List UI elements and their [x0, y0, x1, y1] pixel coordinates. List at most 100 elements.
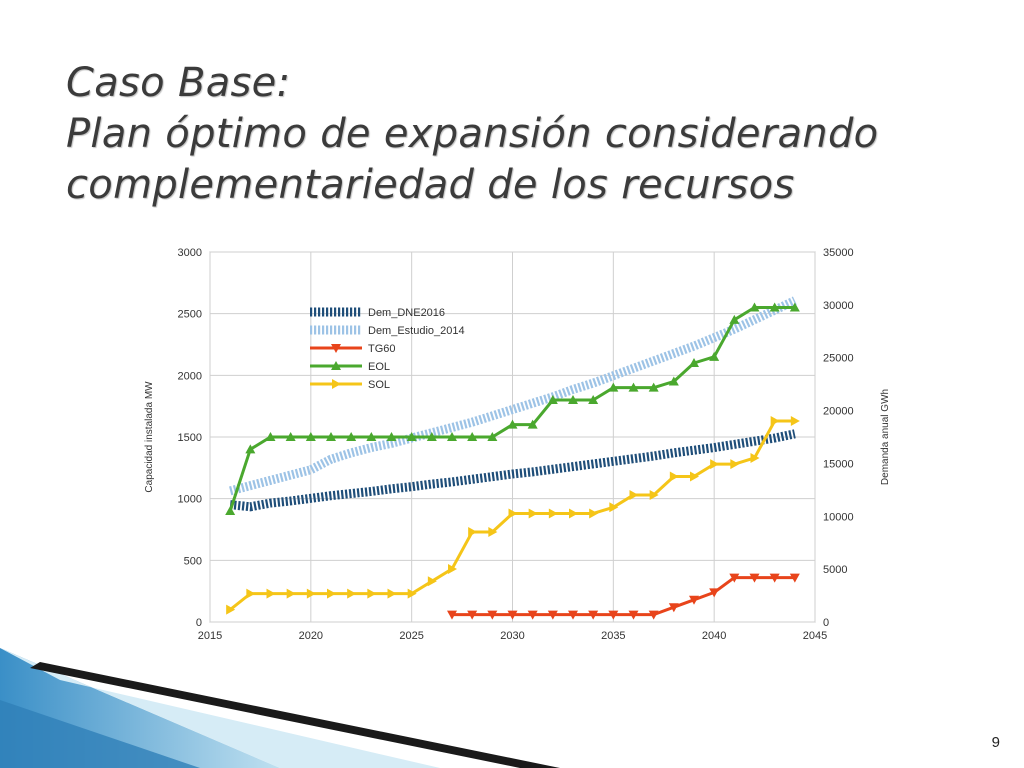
data-point — [789, 573, 800, 583]
y-left-tick-label: 1000 — [178, 494, 202, 506]
data-point — [386, 432, 397, 441]
data-point — [387, 588, 397, 599]
data-point — [527, 419, 538, 429]
data-point — [331, 344, 341, 353]
x-tick-label: 2035 — [601, 630, 625, 642]
data-point — [508, 508, 518, 519]
data-point — [749, 573, 760, 583]
legend-item: TG60 — [310, 343, 396, 355]
chart-legend: Dem_DNE2016 Dem_Estudio_2014 TG60 EOL SOL — [310, 307, 465, 391]
data-point — [527, 610, 538, 620]
series-line — [229, 296, 797, 496]
data-point — [327, 588, 336, 599]
series-line — [229, 429, 796, 512]
y-right-tick-label: 35000 — [823, 247, 854, 259]
x-tick-label: 2025 — [399, 630, 423, 642]
data-point — [709, 351, 720, 361]
data-point — [588, 395, 599, 404]
data-point — [629, 489, 639, 500]
data-point — [729, 573, 740, 583]
data-point — [246, 588, 256, 599]
series-sol — [226, 415, 800, 615]
data-point — [690, 471, 699, 482]
data-point — [569, 508, 578, 519]
data-point — [710, 459, 720, 470]
data-point — [448, 563, 457, 574]
data-point — [628, 382, 639, 392]
y-left-tick-label: 2500 — [178, 309, 202, 321]
y-left-tick-label: 2000 — [178, 370, 202, 382]
series-tg60 — [447, 573, 800, 620]
y-left-tick-label: 3000 — [178, 247, 202, 259]
data-point — [750, 452, 760, 463]
y-left-axis-label: Capacidad instalada MW — [144, 381, 155, 493]
data-point — [488, 526, 498, 537]
data-point — [769, 573, 780, 583]
legend-label: Dem_Estudio_2014 — [368, 325, 465, 337]
data-point — [346, 432, 357, 441]
data-point — [305, 432, 316, 441]
y-right-tick-label: 30000 — [823, 300, 854, 312]
data-point — [507, 610, 518, 620]
data-point — [648, 382, 659, 392]
y-right-tick-label: 15000 — [823, 458, 854, 470]
data-point — [467, 432, 478, 441]
data-point — [306, 588, 316, 599]
data-point — [648, 610, 659, 620]
data-point — [266, 588, 276, 599]
data-point — [407, 588, 417, 599]
data-point — [668, 376, 679, 386]
y-left-tick-label: 0 — [196, 617, 202, 629]
x-tick-label: 2040 — [702, 630, 726, 642]
series-dem-dne2016 — [229, 429, 796, 512]
data-point — [689, 595, 699, 605]
y-right-axis-label: Demanda anual GWh — [880, 389, 891, 485]
data-point — [427, 576, 437, 587]
page-number: 9 — [991, 734, 1000, 751]
data-point — [749, 302, 760, 312]
data-point — [366, 432, 377, 441]
data-point — [790, 415, 800, 426]
data-point — [588, 610, 599, 620]
data-point — [547, 395, 558, 404]
y-left-tick-label: 1500 — [178, 432, 202, 444]
y-right-tick-label: 5000 — [823, 564, 847, 576]
legend-item: SOL — [310, 379, 390, 391]
data-point — [528, 508, 538, 519]
legend-label: SOL — [368, 379, 390, 391]
legend-label: Dem_DNE2016 — [368, 307, 445, 319]
data-point — [447, 610, 457, 620]
data-point — [226, 604, 236, 615]
data-point — [709, 588, 720, 598]
x-tick-label: 2015 — [198, 630, 222, 642]
data-point — [331, 361, 341, 370]
title-line-1: Caso Base: — [66, 60, 291, 106]
data-point — [609, 502, 619, 513]
data-point — [487, 610, 498, 620]
slide-title: Caso Base: Plan óptimo de expansión cons… — [66, 58, 996, 211]
data-point — [730, 459, 740, 470]
data-point — [426, 432, 437, 441]
data-point — [406, 432, 417, 441]
data-point — [326, 432, 336, 441]
data-point — [547, 610, 558, 620]
y-right-tick-label: 0 — [823, 617, 829, 629]
legend-item: Dem_Estudio_2014 — [310, 325, 465, 337]
series-dem-estudio-2014 — [229, 296, 797, 496]
data-point — [568, 610, 578, 620]
x-tick-label: 2030 — [500, 630, 524, 642]
y-right-tick-label: 20000 — [823, 406, 854, 418]
series-eol — [225, 302, 800, 515]
data-point — [689, 358, 699, 367]
data-point — [649, 489, 659, 500]
title-line-2: Plan óptimo de expansión considerando — [66, 111, 879, 157]
data-point — [548, 508, 558, 519]
data-point — [668, 603, 679, 613]
data-point — [789, 302, 800, 312]
x-tick-label: 2020 — [299, 630, 323, 642]
y-left-tick-label: 500 — [184, 555, 202, 567]
data-point — [265, 432, 276, 441]
data-point — [467, 610, 478, 620]
x-tick-label: 2045 — [803, 630, 827, 642]
